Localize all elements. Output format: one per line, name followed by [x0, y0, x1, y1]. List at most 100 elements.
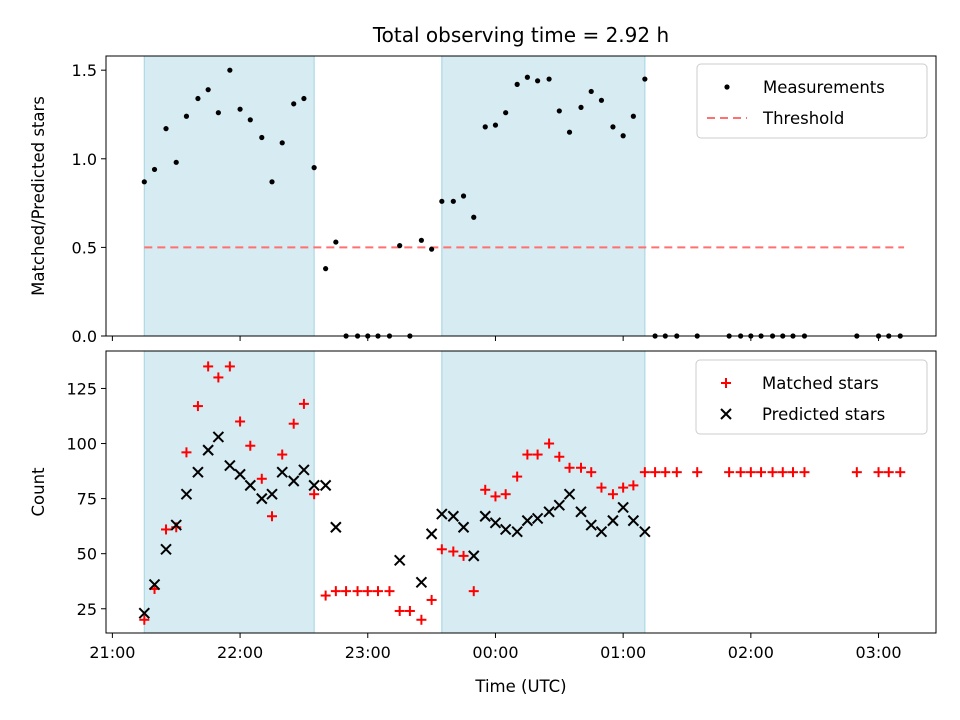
predicted-x-b — [543, 506, 555, 518]
bottom-y-axis-label: Count — [29, 467, 48, 517]
predicted-x-b — [617, 501, 629, 514]
matched-star-point — [721, 378, 731, 388]
predicted-x-b — [585, 519, 597, 531]
matched-star-point — [895, 467, 906, 478]
matched-star-point — [436, 544, 447, 555]
bottom-plot-frame — [105, 350, 937, 634]
predicted-x-b — [160, 543, 172, 555]
matched-star-point — [394, 605, 405, 616]
predicted-star-point — [288, 475, 300, 487]
measurement-point — [556, 108, 562, 114]
bottom-legend: Matched stars Predicted stars — [695, 359, 928, 435]
matched-star-point — [213, 372, 224, 383]
top-plot-frame — [105, 55, 937, 337]
measurement-point — [429, 246, 435, 252]
matched-star-point — [288, 418, 299, 429]
matched-star-point — [756, 467, 767, 478]
matched-star-point — [490, 491, 501, 502]
measurement-point — [578, 104, 584, 110]
matched-star-point — [532, 449, 543, 460]
predicted-x-b — [489, 517, 502, 529]
predicted-star-point — [639, 525, 651, 538]
matched-star-point — [512, 471, 523, 482]
matched-star-point — [448, 546, 459, 557]
predicted-star-point — [148, 578, 161, 591]
predicted-star-point — [720, 408, 732, 420]
predicted-x-b — [170, 519, 182, 531]
predicted-star-point — [617, 501, 629, 514]
predicted-star-point — [543, 506, 555, 518]
measurement-point — [610, 124, 616, 130]
matched-star-point — [139, 614, 150, 625]
bottom-observing-bands — [143, 351, 646, 633]
bottom-axes: 25 50 75 100 125 21:00 22:00 23:00 00:00 01:00 02:… — [66, 379, 901, 662]
matched-star-point — [767, 467, 778, 478]
top-data-marks — [141, 67, 905, 339]
predicted-star-point — [319, 479, 332, 492]
predicted-star-point — [468, 550, 480, 562]
predicted-star-point — [436, 508, 448, 520]
legend-label: Measurements — [763, 78, 885, 97]
measurement-point — [620, 133, 626, 139]
matched-star-point — [596, 482, 607, 493]
measurement-point — [301, 95, 307, 102]
matched-star-point — [639, 467, 650, 478]
observing-band — [441, 351, 645, 633]
y-tick-label: 25 — [77, 600, 97, 619]
y-tick-label: 125 — [66, 379, 97, 398]
measurement-point — [460, 193, 467, 199]
predicted-star-point — [607, 514, 619, 527]
matched-star-point — [500, 489, 511, 500]
x-axis-label: Time (UTC) — [474, 677, 566, 696]
top-axes: 0.0 0.5 1.0 1.5 — [72, 61, 880, 346]
matched-star-point — [544, 438, 555, 449]
predicted-star-point — [521, 514, 534, 527]
predicted-star-point — [212, 431, 225, 443]
matched-star-point — [618, 482, 629, 493]
matched-star-point — [192, 401, 203, 412]
top-y-axis-label: Matched/Predicted stars — [29, 96, 48, 296]
predicted-x-b — [288, 475, 300, 487]
predicted-x-b — [720, 408, 732, 420]
legend-label: Matched stars — [762, 374, 879, 393]
predicted-star-point — [160, 543, 172, 555]
matched-star-point — [576, 462, 587, 473]
measurement-point — [471, 214, 477, 220]
y-tick-label: 0.0 — [72, 327, 97, 346]
observing-band — [144, 56, 315, 336]
measurement-point — [291, 101, 297, 107]
matched-star-point — [554, 451, 565, 462]
predicted-star-point — [563, 488, 576, 500]
matched-star-point — [671, 467, 682, 478]
matched-star-point — [256, 473, 267, 484]
predicted-star-point — [170, 519, 182, 531]
predicted-x-b — [457, 521, 470, 533]
measurement-point — [588, 88, 594, 95]
measurement-point — [535, 78, 541, 84]
predicted-x-b — [531, 512, 544, 525]
matched-star-point — [586, 467, 597, 478]
y-tick-label: 0.5 — [72, 238, 97, 257]
measurement-point — [205, 87, 211, 93]
x-tick-label: 23:00 — [345, 643, 391, 662]
matched-star-point — [181, 447, 192, 458]
matched-star-point — [320, 590, 331, 601]
measurement-point — [279, 140, 285, 146]
predicted-x-b — [192, 466, 204, 478]
x-tick-label: 03:00 — [855, 643, 901, 662]
measurement-point — [173, 159, 179, 165]
matched-star-point — [416, 614, 427, 625]
matched-star-point — [161, 524, 172, 535]
matched-star-point — [480, 484, 491, 495]
top-observing-bands — [143, 56, 646, 336]
measurement-point — [311, 165, 317, 171]
matched-star-point — [607, 489, 618, 500]
predicted-star-point — [224, 459, 236, 472]
matched-star-point — [564, 462, 575, 473]
predicted-x-b — [298, 464, 310, 476]
measurement-point — [195, 95, 201, 102]
measurement-point — [492, 122, 499, 128]
observing-band — [441, 56, 645, 336]
predicted-star-point — [298, 464, 310, 476]
predicted-x-b — [202, 444, 214, 456]
